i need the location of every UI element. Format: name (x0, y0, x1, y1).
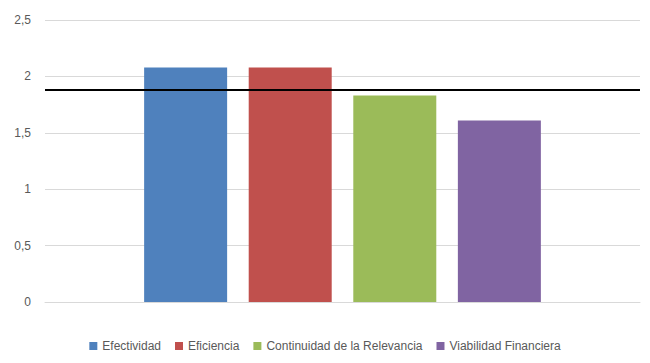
svg-text:Continuidad de la Relevancia: Continuidad de la Relevancia (266, 339, 422, 353)
svg-text:2: 2 (24, 69, 31, 83)
svg-text:2,5: 2,5 (14, 13, 31, 27)
svg-text:Viabilidad Financiera: Viabilidad Financiera (449, 339, 561, 353)
svg-text:1,5: 1,5 (14, 126, 31, 140)
svg-text:0,5: 0,5 (14, 239, 31, 253)
svg-text:Efectividad: Efectividad (102, 339, 161, 353)
svg-text:0: 0 (24, 295, 31, 309)
svg-text:1: 1 (24, 182, 31, 196)
svg-text:Eficiencia: Eficiencia (188, 339, 240, 353)
